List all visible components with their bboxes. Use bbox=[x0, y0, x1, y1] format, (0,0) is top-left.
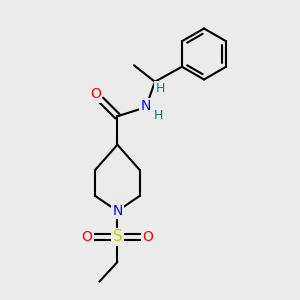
Text: O: O bbox=[142, 230, 154, 244]
Text: O: O bbox=[81, 230, 92, 244]
Text: N: N bbox=[112, 204, 123, 218]
Text: N: N bbox=[140, 99, 151, 113]
Text: H: H bbox=[156, 82, 165, 95]
Text: O: O bbox=[90, 87, 101, 101]
Text: H: H bbox=[154, 109, 163, 122]
Text: S: S bbox=[112, 229, 122, 244]
